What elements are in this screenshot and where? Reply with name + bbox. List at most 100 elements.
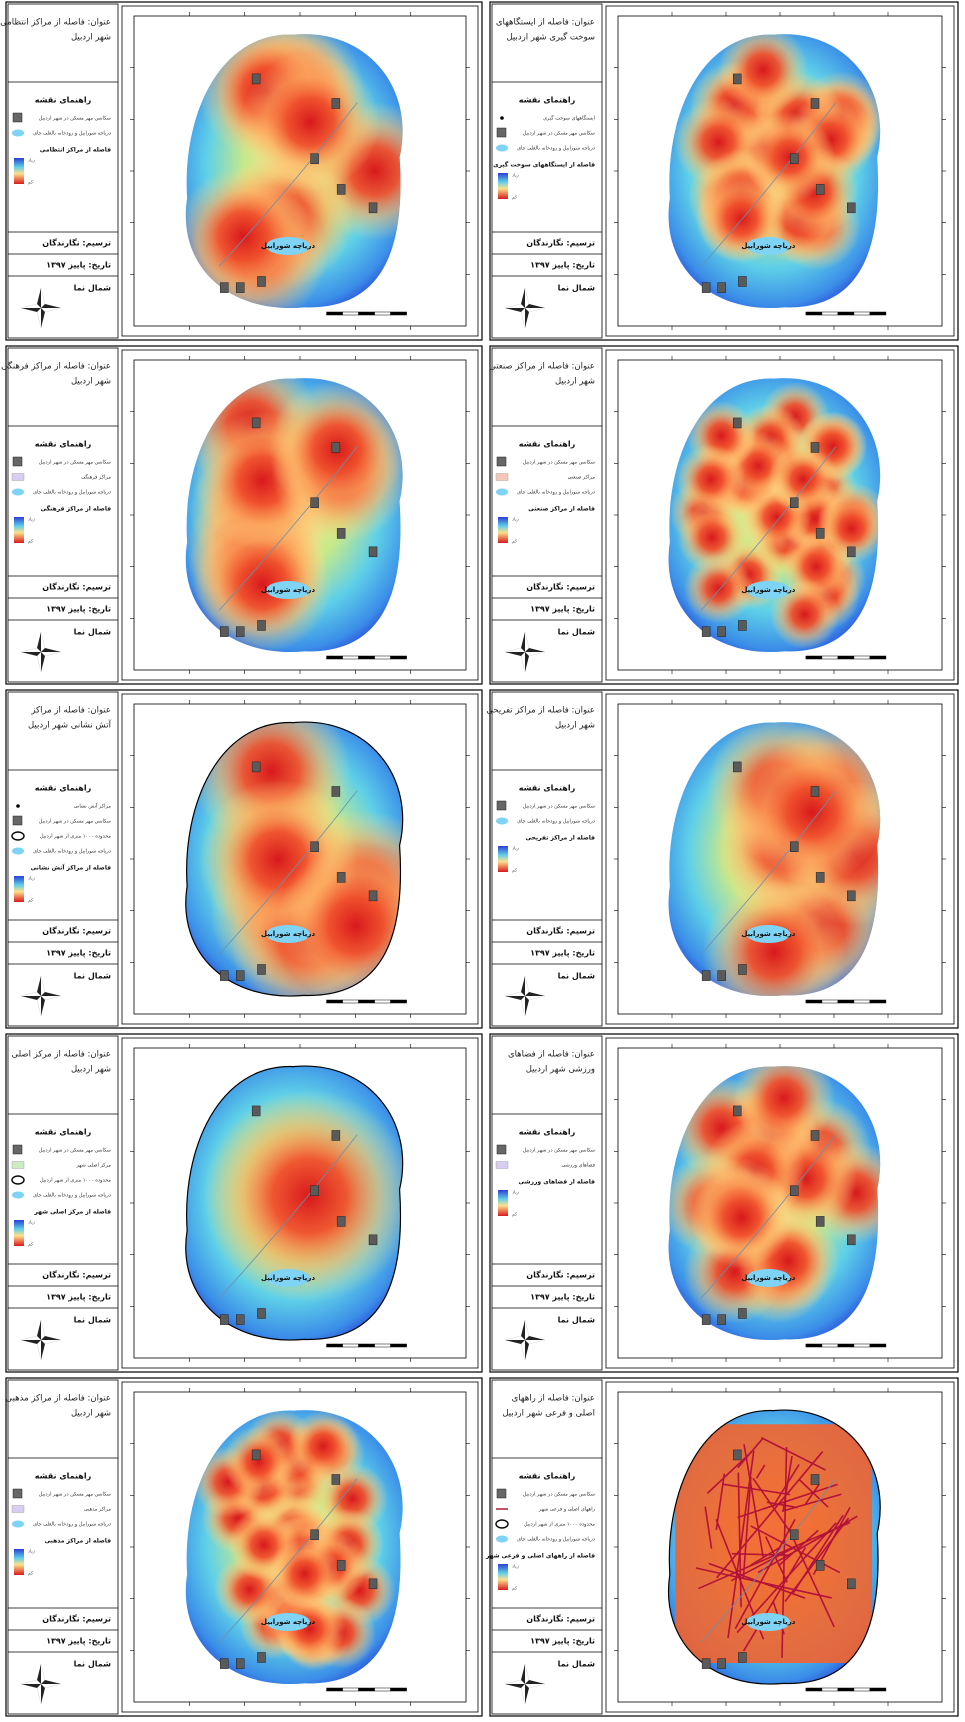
lake-label: دریاچه شورابیل [261, 586, 315, 594]
housing-icon [738, 276, 746, 286]
housing-icon [220, 1315, 228, 1325]
housing-icon [718, 1659, 726, 1669]
legend-icon [500, 116, 504, 120]
legend-icon [13, 1489, 22, 1498]
housing-icon [733, 418, 741, 428]
housing-icon [733, 74, 741, 84]
legend-item: دریاچه شورابیل و رودخانه بالغلی چای [33, 131, 111, 137]
ramp-high: زیاد [512, 1565, 519, 1570]
housing-icon [257, 620, 265, 630]
scale-bar [870, 312, 886, 315]
author: ترسیم: نگارندگان [526, 1614, 595, 1624]
legend-item: محدوده ۱۰۰۰ متری از شهر اردبیل [524, 1522, 595, 1528]
housing-icon [733, 1450, 741, 1460]
scale-bar [854, 312, 870, 315]
ramp-low: کم [512, 539, 518, 545]
scale-bar [854, 1000, 870, 1003]
housing-icon [311, 1530, 319, 1540]
date: تاریخ: پاییز ۱۳۹۷ [46, 1293, 111, 1302]
legend-item: سکانس مهر مسکن در شهر اردبیل [39, 819, 111, 825]
scale-bar [327, 1344, 343, 1347]
author: ترسیم: نگارندگان [42, 582, 111, 592]
legend-item: محدوده ۱۰۰۰ متری از شهر اردبیل [40, 1178, 111, 1184]
map-panel: عنوان: فاصله از مراکز انتظامیشهر اردبیلر… [0, 2, 482, 340]
scale-bar [343, 1344, 359, 1347]
legend-heading: راهنمای نقشه [519, 440, 576, 449]
hotspot [203, 1090, 415, 1302]
legend-icon [496, 818, 508, 825]
housing-icon [332, 442, 340, 452]
date: تاریخ: پاییز ۱۳۹۷ [530, 605, 595, 614]
scale-bar [854, 656, 870, 659]
hotspot [676, 444, 746, 514]
color-ramp [498, 173, 508, 199]
hotspot [691, 1167, 793, 1269]
ramp-low: کم [512, 868, 518, 874]
legend-icon [12, 1521, 24, 1528]
housing-icon [738, 1652, 746, 1662]
legend-icon [12, 489, 24, 496]
north-label: شمال نما [74, 628, 111, 637]
map-title: شهر اردبیل [555, 377, 595, 387]
north-label: شمال نما [74, 1316, 111, 1325]
north-label: شمال نما [558, 284, 595, 293]
date: تاریخ: پاییز ۱۳۹۷ [530, 1637, 595, 1646]
housing-icon [790, 842, 798, 852]
north-label: شمال نما [74, 284, 111, 293]
scale-bar [806, 312, 822, 315]
legend-icon [496, 145, 508, 152]
lake-label: دریاچه شورابیل [741, 242, 795, 250]
scale-bar [375, 1344, 391, 1347]
scale-bar [806, 1344, 822, 1347]
housing-icon [257, 964, 265, 974]
lake-label: دریاچه شورابیل [261, 1274, 315, 1282]
housing-icon [369, 547, 377, 557]
housing-icon [332, 1474, 340, 1484]
map-panel: عنوان: فاصله از مراکز فرهنگیشهر اردبیلرا… [1, 346, 482, 684]
legend-heading: راهنمای نقشه [35, 1472, 92, 1481]
scale-bar [822, 312, 838, 315]
scale-bar [806, 656, 822, 659]
legend-item: دریاچه شورابیل و رودخانه بالغلی چای [517, 819, 595, 825]
map-panel: عنوان: فاصله از مرکز اصلیشهر اردبیلراهنم… [6, 1034, 482, 1372]
map-title: آتش نشانی شهر اردبیل [28, 719, 112, 731]
legend-distance-label: فاصله از مراکز مذهبی [45, 1538, 112, 1545]
housing-icon [337, 1560, 345, 1570]
legend-item: ایستگاههای سوخت گیری [543, 115, 595, 122]
housing-icon [220, 1659, 228, 1669]
legend-icon [496, 474, 508, 481]
housing-icon [718, 283, 726, 293]
scale-bar [359, 1000, 375, 1003]
legend-distance-label: فاصله از مراکز انتظامی [40, 147, 111, 154]
housing-icon [847, 891, 855, 901]
housing-icon [738, 620, 746, 630]
legend-heading: راهنمای نقشه [35, 96, 92, 105]
housing-icon [811, 98, 819, 108]
legend-item: مراکز مذهبی [84, 1507, 111, 1513]
map-title: عنوان: فاصله از راههای [512, 1394, 595, 1404]
legend-icon [13, 1145, 22, 1154]
ramp-low: کم [512, 1212, 518, 1218]
housing-icon [816, 872, 824, 882]
legend-distance-label: فاصله از مراکز آتش نشانی [31, 863, 111, 872]
housing-icon [332, 786, 340, 796]
hotspot [740, 740, 884, 884]
color-ramp [498, 1190, 508, 1216]
ramp-high: زیاد [28, 518, 35, 523]
author: ترسیم: نگارندگان [42, 238, 111, 248]
scale-bar [343, 312, 359, 315]
housing-icon [847, 547, 855, 557]
scale-bar [822, 1000, 838, 1003]
legend-heading: راهنمای نقشه [519, 1472, 576, 1481]
housing-icon [733, 1106, 741, 1116]
housing-icon [337, 184, 345, 194]
color-ramp [14, 158, 24, 184]
ramp-low: کم [28, 1242, 34, 1248]
date: تاریخ: پاییز ۱۳۹۷ [46, 605, 111, 614]
scale-bar [327, 656, 343, 659]
housing-icon [252, 762, 260, 772]
north-label: شمال نما [74, 1660, 111, 1669]
housing-icon [220, 283, 228, 293]
